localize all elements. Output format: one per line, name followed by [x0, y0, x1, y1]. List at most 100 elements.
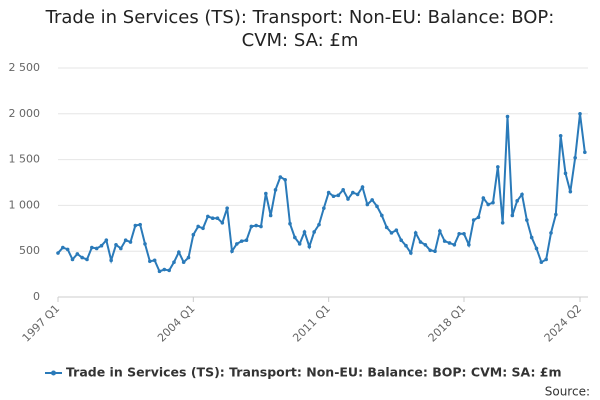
data-point	[486, 202, 490, 207]
data-point	[331, 194, 336, 199]
data-point	[109, 258, 113, 263]
data-point	[583, 150, 587, 155]
data-point	[351, 190, 355, 195]
data-point	[90, 245, 94, 250]
data-point	[457, 231, 461, 236]
data-point	[278, 175, 283, 179]
data-point	[133, 223, 138, 228]
data-point	[123, 238, 128, 243]
data-point	[549, 231, 553, 235]
data-point	[273, 188, 278, 192]
y-tick-label: 500	[19, 244, 40, 257]
x-tick-label: 1997 Q1	[20, 302, 63, 345]
data-point	[177, 250, 181, 254]
data-point	[152, 258, 157, 263]
data-point	[515, 199, 519, 203]
data-point	[399, 238, 403, 243]
data-point	[529, 235, 534, 240]
data-point	[433, 249, 437, 253]
data-point	[365, 202, 370, 207]
data-point	[471, 218, 476, 222]
data-point	[138, 222, 142, 227]
data-point	[452, 242, 457, 247]
data-point	[476, 215, 481, 220]
x-tick-label: 2018 Q1	[426, 302, 469, 345]
data-point	[80, 255, 84, 260]
data-point	[554, 212, 558, 217]
data-point	[312, 230, 316, 234]
data-point	[70, 257, 75, 262]
data-point	[326, 190, 331, 195]
data-point	[558, 133, 563, 138]
data-point	[578, 112, 582, 116]
data-point	[307, 244, 312, 249]
data-point	[104, 238, 109, 243]
data-point	[210, 216, 215, 221]
data-point	[99, 243, 104, 248]
data-point	[293, 235, 297, 240]
data-point	[249, 224, 254, 229]
data-point	[418, 240, 423, 244]
data-point	[56, 251, 60, 255]
data-point	[500, 221, 505, 225]
data-point	[404, 243, 408, 248]
data-point	[322, 206, 326, 210]
data-point	[148, 259, 152, 264]
data-point	[75, 252, 80, 256]
data-point	[525, 218, 529, 222]
legend-label: Trade in Services (TS): Transport: Non-E…	[66, 365, 562, 380]
data-point	[496, 165, 500, 169]
data-point	[510, 213, 515, 218]
data-point	[491, 200, 495, 205]
data-point	[384, 225, 389, 230]
data-point	[264, 191, 268, 196]
data-point	[505, 114, 510, 119]
data-point	[167, 268, 171, 273]
data-point	[438, 229, 442, 233]
data-point	[254, 223, 258, 228]
data-point	[239, 239, 244, 243]
data-point	[288, 221, 292, 226]
data-point	[481, 196, 486, 200]
data-point	[534, 246, 539, 251]
data-point	[181, 260, 186, 264]
data-point	[375, 204, 379, 209]
x-tick-label: 2004 Q1	[155, 302, 198, 345]
data-point	[394, 228, 399, 232]
data-point	[520, 192, 524, 197]
data-point	[467, 242, 471, 247]
data-point	[563, 171, 568, 176]
data-point	[119, 246, 123, 251]
y-tick-label: 2 500	[9, 61, 41, 74]
data-point	[447, 241, 452, 245]
data-point	[462, 231, 466, 236]
data-point	[568, 189, 573, 194]
data-point	[380, 213, 384, 218]
data-point	[244, 238, 249, 243]
data-point	[225, 206, 229, 210]
data-point	[259, 224, 263, 229]
data-point	[114, 242, 118, 247]
data-point	[191, 232, 196, 237]
data-point	[409, 251, 413, 255]
data-point	[230, 249, 234, 253]
data-point	[206, 214, 210, 219]
data-point	[283, 177, 287, 182]
data-point	[317, 222, 321, 227]
data-point	[442, 239, 447, 243]
data-point	[268, 213, 273, 218]
y-tick-label: 2 000	[9, 107, 41, 120]
data-point	[539, 260, 544, 264]
data-point	[341, 188, 345, 192]
data-point	[413, 231, 418, 235]
data-point	[336, 193, 341, 198]
data-point	[360, 185, 365, 189]
data-point	[423, 242, 428, 247]
data-point	[128, 240, 133, 244]
data-point	[302, 230, 307, 234]
series-line	[57, 113, 586, 273]
data-point	[370, 198, 374, 202]
y-tick-label: 0	[33, 290, 40, 303]
